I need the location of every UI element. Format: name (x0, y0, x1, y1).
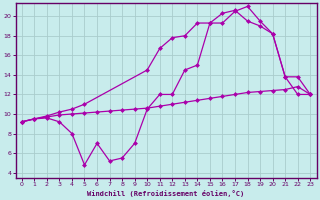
X-axis label: Windchill (Refroidissement éolien,°C): Windchill (Refroidissement éolien,°C) (87, 190, 245, 197)
